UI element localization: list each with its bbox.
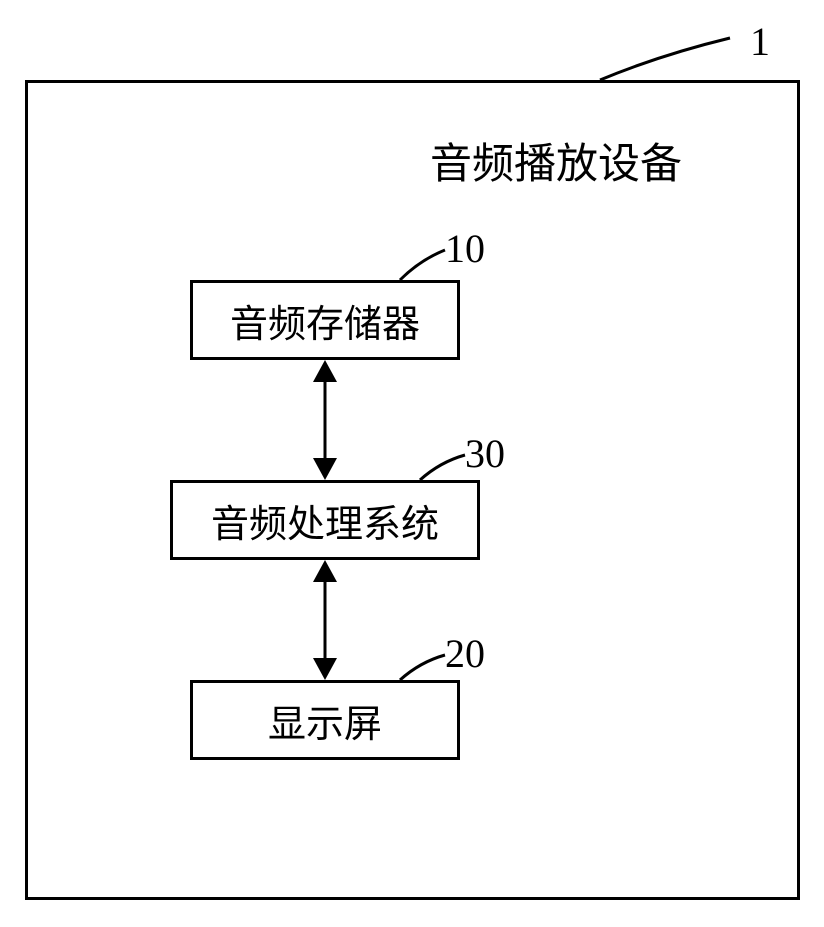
block-audio-processor-label: 音频处理系统 [211,493,439,548]
ref-number-30: 30 [465,430,505,477]
block-display-label: 显示屏 [268,693,382,748]
block-audio-storage-label: 音频存储器 [230,293,420,348]
block-audio-storage: 音频存储器 [190,280,460,360]
ref-number-20: 20 [445,630,485,677]
block-audio-processor: 音频处理系统 [170,480,480,560]
block-display: 显示屏 [190,680,460,760]
ref-number-10: 10 [445,225,485,272]
device-title: 音频播放设备 [430,130,682,191]
ref-number-1: 1 [750,18,770,65]
